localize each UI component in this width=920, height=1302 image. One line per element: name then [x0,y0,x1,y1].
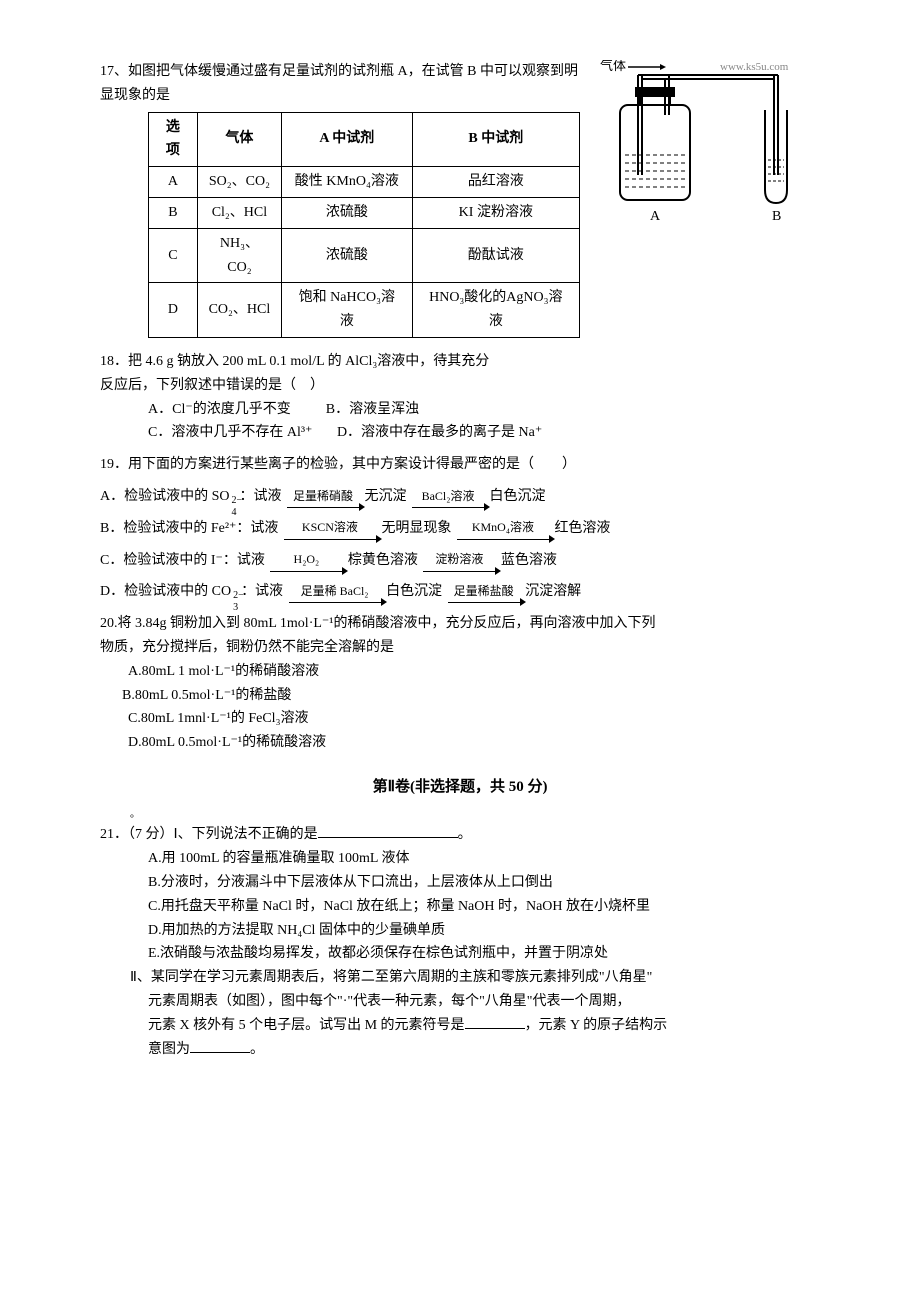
q18-opt-a: A．Cl⁻的浓度几乎不变 [148,402,291,417]
th-reagent-a: A 中试剂 [282,112,413,167]
q18-opt-b: B．溶液呈浑浊 [326,402,419,417]
stray-period: 。 [100,806,820,823]
th-option: 选项 [149,112,198,167]
arrow-label: 足量稀盐酸 [448,581,520,603]
gas-label: 气体 [600,60,626,73]
q19-opt-d: D．检验试液中的 CO2−3：试液 足量稀 BaCl₂ 白色沉淀 足量稀盐酸 沉… [100,580,820,604]
question-21: 21．（7 分）Ⅰ、下列说法不正确的是。 A.用 100mL 的容量瓶准确量取 … [100,823,820,1061]
arrow-label: KSCN溶液 [284,517,376,539]
q20-stem-line2: 物质，充分搅拌后，铜粉仍然不能完全溶解的是 [100,636,820,660]
blank-fill [190,1052,250,1053]
question-17: 气体 www.ks5u.com [100,60,820,342]
q21-opt-b: B.分液时，分液漏斗中下层液体从下口流出，上层液体从上口倒出 [100,871,820,895]
arrow-label: BaCl₂溶液 [412,486,484,508]
q18-stem-line1: 18．把 4.6 g 钠放入 200 mL 0.1 mol/L 的 AlCl₃溶… [100,350,820,374]
q17-table: 选项 气体 A 中试剂 B 中试剂 A SO₂、CO₂ 酸性 KMnO₄溶液 品… [148,112,580,338]
watermark-text: www.ks5u.com [720,61,789,73]
q20-opt-c: C.80mL 1mnl·L⁻¹的 FeCl₃溶液 [100,707,820,731]
table-row: C NH₃、CO₂ 浓硫酸 酚酞试液 [149,228,580,283]
q18-stem-line2: 反应后，下列叙述中错误的是（ ） [100,374,820,398]
arrow-label: KMnO₄溶液 [457,517,549,539]
arrow-label: 足量稀硝酸 [287,486,359,508]
q21-opt-c: C.用托盘天平称量 NaCl 时，NaCl 放在纸上；称量 NaOH 时，NaO… [100,895,820,919]
bottle-a-label: A [650,209,661,224]
q21-stem: 21．（7 分）Ⅰ、下列说法不正确的是。 [100,823,820,847]
q20-opt-a: A.80mL 1 mol·L⁻¹的稀硝酸溶液 [100,660,820,684]
q21-part2-l4: 意图为。 [100,1038,820,1062]
q19-opt-c: C．检验试液中的 I⁻：试液 H₂O₂ 棕黄色溶液 淀粉溶液 蓝色溶液 [100,549,820,573]
th-gas: 气体 [197,112,281,167]
question-19: 19．用下面的方案进行某些离子的检验，其中方案设计得最严密的是（ ） A．检验试… [100,453,820,604]
arrow-label: H₂O₂ [270,549,342,571]
q21-opt-a: A.用 100mL 的容量瓶准确量取 100mL 液体 [100,847,820,871]
table-row: D CO₂、HCl 饱和 NaHCO₃溶液 HNO₃酸化的AgNO₃溶液 [149,283,580,338]
q21-part2-l2: 元素周期表（如图），图中每个"·"代表一种元素，每个"八角星"代表一个周期， [100,990,820,1014]
apparatus-figure: 气体 www.ks5u.com [590,60,820,244]
table-row: B Cl₂、HCl 浓硫酸 KI 淀粉溶液 [149,197,580,228]
q19-opt-a: A．检验试液中的 SO2−4：试液 足量稀硝酸 无沉淀 BaCl₂溶液 白色沉淀 [100,485,820,509]
tube-b-label: B [772,209,781,224]
blank-fill [318,837,458,838]
arrow-label: 足量稀 BaCl₂ [289,581,381,603]
q18-options-row2: C．溶液中几乎不存在 Al³⁺ D．溶液中存在最多的离子是 Na⁺ [100,421,820,445]
q20-opt-d: D.80mL 0.5mol·L⁻¹的稀硫酸溶液 [100,731,820,755]
q20-opt-b: B.80mL 0.5mol·L⁻¹的稀盐酸 [100,684,820,708]
table-row: A SO₂、CO₂ 酸性 KMnO₄溶液 品红溶液 [149,167,580,198]
question-18: 18．把 4.6 g 钠放入 200 mL 0.1 mol/L 的 AlCl₃溶… [100,350,820,445]
blank-fill [465,1028,525,1029]
question-20: 20.将 3.84g 铜粉加入到 80mL 1mol·L⁻¹的稀硝酸溶液中，充分… [100,612,820,755]
q21-part2-l3: 元素 X 核外有 5 个电子层。试写出 M 的元素符号是，元素 Y 的原子结构示 [100,1014,820,1038]
q18-options-row1: A．Cl⁻的浓度几乎不变 B．溶液呈浑浊 [100,398,820,422]
q18-opt-d: D．溶液中存在最多的离子是 Na⁺ [337,425,542,440]
table-header-row: 选项 气体 A 中试剂 B 中试剂 [149,112,580,167]
q19-stem: 19．用下面的方案进行某些离子的检验，其中方案设计得最严密的是（ ） [100,453,820,477]
arrow-label: 淀粉溶液 [423,549,495,571]
q21-opt-e: E.浓硝酸与浓盐酸均易挥发，故都必须保存在棕色试剂瓶中，并置于阴凉处 [100,942,820,966]
q20-stem-line1: 20.将 3.84g 铜粉加入到 80mL 1mol·L⁻¹的稀硝酸溶液中，充分… [100,612,820,636]
th-reagent-b: B 中试剂 [412,112,579,167]
section-2-title: 第Ⅱ卷(非选择题，共 50 分) [100,775,820,801]
q18-opt-c: C．溶液中几乎不存在 Al³⁺ [148,425,312,440]
q21-part2-l1: Ⅱ、某同学在学习元素周期表后，将第二至第六周期的主族和零族元素排列成"八角星" [100,966,820,990]
q19-opt-b: B．检验试液中的 Fe²⁺：试液 KSCN溶液 无明显现象 KMnO₄溶液 红色… [100,517,820,541]
q21-opt-d: D.用加热的方法提取 NH₄Cl 固体中的少量碘单质 [100,919,820,943]
